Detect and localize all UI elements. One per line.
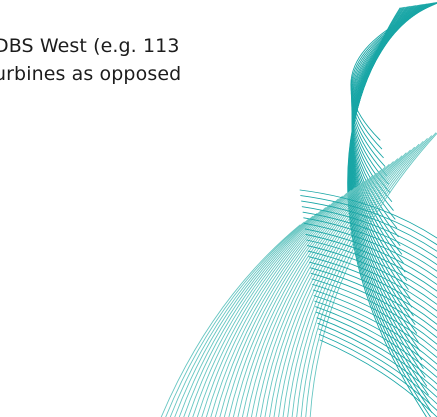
- fan-line: [255, 164, 390, 417]
- fan-line: [299, 189, 437, 239]
- teal-line-fan-cross: [299, 189, 437, 417]
- fan-line: [241, 172, 377, 417]
- fan-line: [178, 213, 318, 417]
- fan-line: [223, 184, 360, 417]
- fan-line: [319, 339, 437, 417]
- fan-line: [187, 207, 326, 417]
- fan-line: [315, 306, 437, 378]
- fan-line: [304, 228, 437, 286]
- fan-line: [296, 138, 428, 417]
- fan-line: [201, 198, 339, 417]
- fan-line: [306, 239, 437, 299]
- fan-line: [316, 317, 437, 392]
- fan-line: [313, 295, 437, 365]
- fan-line: [165, 221, 305, 417]
- fan-line: [303, 222, 437, 279]
- teal-line-fan-upper: [347, 2, 437, 417]
- paragraph-line: urbines as opposed: [0, 63, 182, 85]
- fan-line: [308, 256, 437, 319]
- fan-line: [310, 272, 437, 339]
- fan-line: [219, 187, 356, 417]
- fan-line: [251, 166, 386, 417]
- fan-line: [264, 158, 399, 417]
- fan-line: [300, 195, 437, 246]
- fan-line: [309, 261, 437, 325]
- fan-line: [169, 218, 309, 417]
- body-paragraph: DBS West (e.g. 113 urbines as opposed: [0, 32, 181, 88]
- fan-line: [232, 178, 369, 417]
- fan-line: [302, 211, 437, 266]
- fan-line: [311, 278, 437, 345]
- fan-line: [237, 175, 373, 417]
- fan-line: [287, 143, 420, 417]
- fan-line: [196, 201, 335, 417]
- fan-line: [278, 149, 411, 417]
- fan-line: [160, 224, 301, 417]
- fan-line: [246, 169, 382, 417]
- fan-line: [282, 146, 415, 417]
- fan-line: [291, 141, 424, 417]
- fan-line: [317, 322, 437, 398]
- fan-line: [309, 132, 437, 417]
- fan-line: [174, 215, 314, 417]
- fan-line: [314, 300, 437, 372]
- fan-line: [312, 289, 437, 359]
- fan-line: [273, 152, 407, 417]
- fan-line: [305, 233, 437, 292]
- fan-line: [315, 311, 437, 385]
- paragraph-line: DBS West (e.g. 113: [0, 35, 180, 57]
- fan-line: [214, 190, 352, 417]
- fan-line: [318, 333, 437, 412]
- fan-line: [348, 6, 428, 387]
- fan-line: [301, 200, 437, 252]
- fan-line: [309, 267, 437, 332]
- fan-line: [183, 210, 322, 417]
- fan-line: [260, 161, 394, 417]
- fan-line: [318, 328, 437, 405]
- fan-line: [301, 206, 437, 259]
- fan-line: [307, 250, 437, 312]
- fan-line: [306, 245, 437, 305]
- fan-line: [305, 132, 437, 417]
- fan-line: [192, 204, 331, 417]
- teal-line-fan-lower: [160, 132, 437, 417]
- fan-line: [312, 283, 437, 352]
- fan-line: [303, 217, 437, 272]
- fan-line: [210, 192, 348, 417]
- fan-line: [300, 135, 432, 417]
